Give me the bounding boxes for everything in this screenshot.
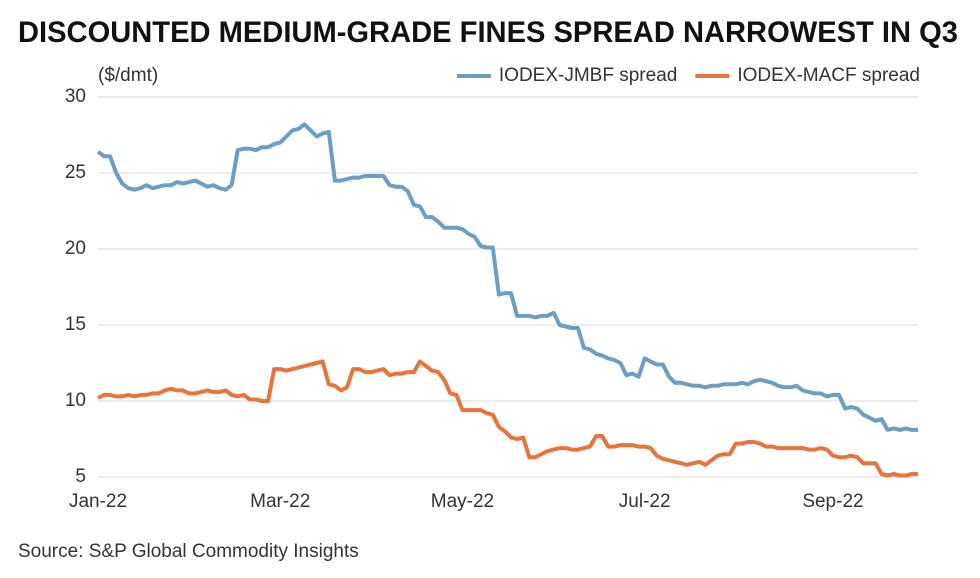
x-tick-label: May-22 [431,491,494,512]
x-tick-label: Jan-22 [69,491,127,512]
x-tick-label: Sep-22 [802,491,863,512]
x-tick-label: Mar-22 [250,491,310,512]
series-line [96,122,918,432]
y-tick-label: 15 [65,314,86,335]
y-tick-label: 25 [65,162,86,183]
chart-title: DISCOUNTED MEDIUM-GRADE FINES SPREAD NAR… [18,16,958,49]
y-tick-label: 20 [65,238,86,259]
y-tick-label: 10 [65,390,86,411]
legend-label: IODEX-MACF spread [737,65,920,86]
legend-label: IODEX-JMBF spread [499,65,677,86]
y-tick-label: 30 [65,86,86,107]
legend: IODEX-MACF spread IODEX-JMBF spread [456,65,920,86]
series-line [97,359,918,478]
source: Source: S&P Global Commodity Insights [18,541,359,562]
y-tick-label: 5 [75,466,86,487]
x-tick-label: Jul-22 [619,491,671,512]
y-axis-label: ($/dmt) [98,65,158,86]
